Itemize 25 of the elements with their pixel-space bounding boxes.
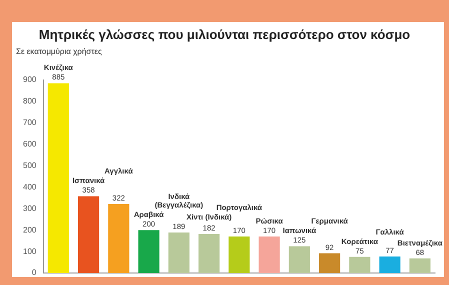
y-tick-label: 200 bbox=[22, 225, 37, 234]
y-tick-label: 700 bbox=[22, 118, 37, 128]
y-tick-label: 900 bbox=[22, 75, 37, 84]
y-axis-title: Σε εκατομμύρια χρήστες bbox=[16, 47, 102, 56]
y-tick-label: 600 bbox=[22, 140, 37, 149]
bar bbox=[319, 253, 340, 273]
bar bbox=[379, 256, 400, 273]
bar bbox=[108, 204, 130, 273]
y-tick-label: 0 bbox=[32, 268, 37, 278]
bar bbox=[198, 234, 220, 273]
bar bbox=[349, 256, 370, 273]
bar bbox=[258, 236, 280, 273]
bar bbox=[168, 232, 190, 273]
bar bbox=[138, 230, 160, 273]
bar bbox=[409, 258, 430, 273]
y-tick-label: 400 bbox=[22, 182, 37, 192]
bar bbox=[288, 246, 310, 273]
y-tick-label: 100 bbox=[22, 246, 37, 256]
chart-title: Μητρικές γλώσσες που μιλιούνται περισσότερο στον κόσμο bbox=[38, 27, 412, 42]
y-tick-label: 500 bbox=[22, 160, 37, 170]
bar bbox=[48, 83, 69, 273]
bar bbox=[228, 236, 250, 273]
bar bbox=[78, 196, 100, 273]
y-tick-label: 800 bbox=[22, 96, 37, 106]
y-tick-label: 300 bbox=[22, 204, 37, 213]
